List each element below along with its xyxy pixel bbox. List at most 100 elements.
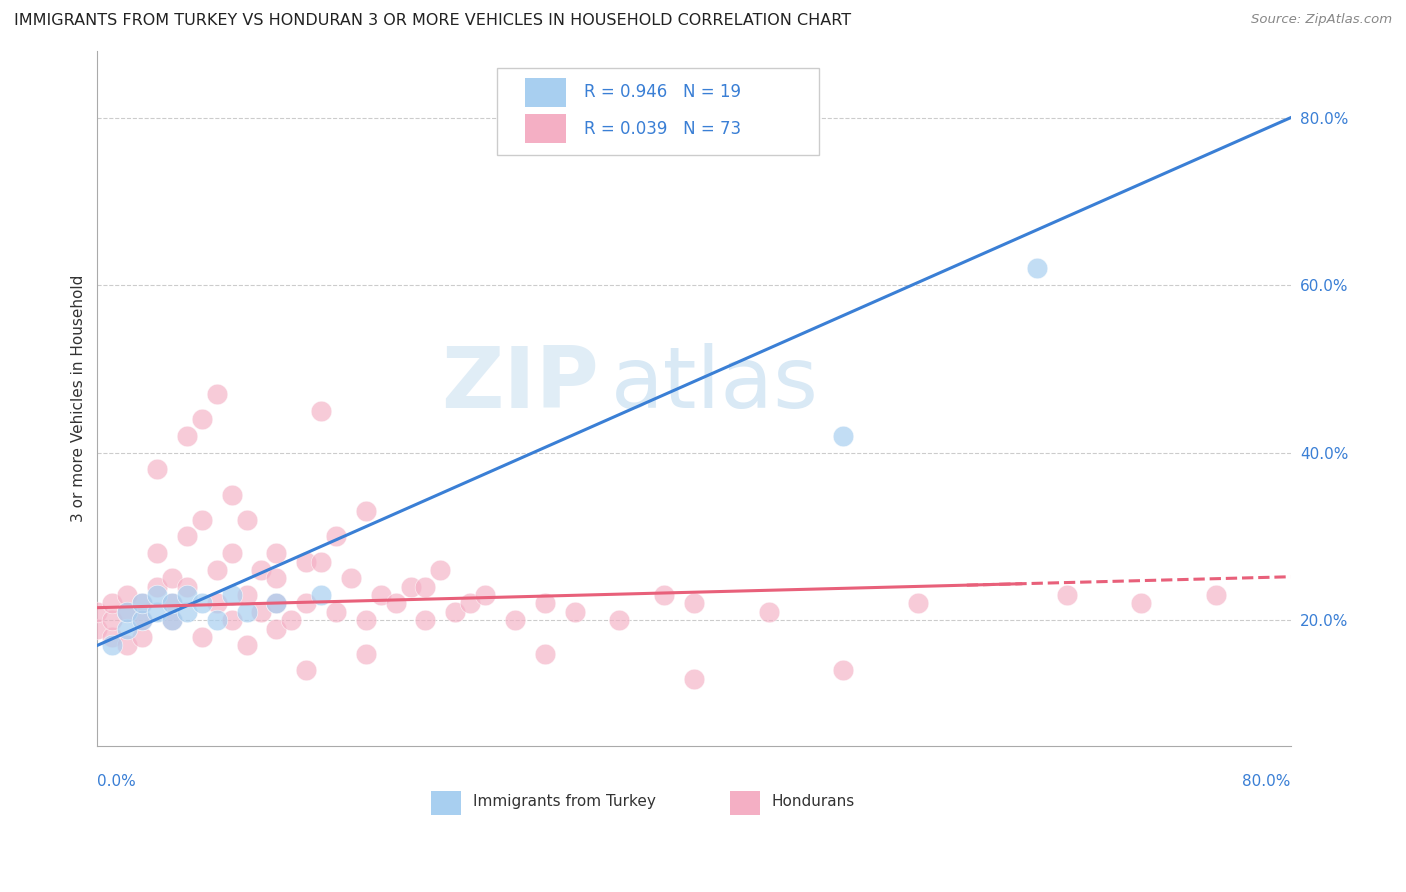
Point [503,613,526,627]
Point [146,580,169,594]
Point [683,597,706,611]
Point [115,605,138,619]
Point [160,613,183,627]
Point [146,546,169,560]
Point [205,613,228,627]
Point [160,597,183,611]
Text: ZIP: ZIP [440,343,599,425]
Point [907,597,929,611]
Bar [524,78,567,107]
Point [533,597,555,611]
Point [1205,588,1227,602]
Point [354,504,377,518]
Point [176,605,198,619]
Text: Source: ZipAtlas.com: Source: ZipAtlas.com [1251,13,1392,27]
Point [399,580,422,594]
Point [190,597,212,611]
Point [325,605,347,619]
Point [160,571,183,585]
Point [266,546,288,560]
Point [266,597,288,611]
Point [131,597,153,611]
Point [101,639,124,653]
Point [176,429,198,443]
Point [415,613,437,627]
Point [429,563,451,577]
Point [101,597,124,611]
Point [309,588,332,602]
Point [86,605,108,619]
Point [146,605,169,619]
Bar [524,114,567,143]
Text: IMMIGRANTS FROM TURKEY VS HONDURAN 3 OR MORE VEHICLES IN HOUSEHOLD CORRELATION C: IMMIGRANTS FROM TURKEY VS HONDURAN 3 OR … [14,13,851,29]
Point [131,630,153,644]
FancyBboxPatch shape [498,68,820,155]
Point [190,412,212,426]
Point [295,664,318,678]
Point [384,597,406,611]
Point [309,555,332,569]
Point [190,630,212,644]
Point [1026,261,1049,276]
Point [86,622,108,636]
Point [266,597,288,611]
Point [1056,588,1078,602]
Point [221,546,243,560]
Point [652,588,675,602]
Point [160,597,183,611]
Point [370,588,392,602]
Point [683,672,706,686]
Point [131,597,153,611]
Point [235,588,257,602]
Point [131,613,153,627]
Point [295,555,318,569]
Bar [730,791,759,815]
Point [115,622,138,636]
Bar [432,791,461,815]
Point [266,622,288,636]
Point [609,613,631,627]
Point [1130,597,1153,611]
Text: atlas: atlas [610,343,818,425]
Point [221,613,243,627]
Point [235,605,257,619]
Point [115,588,138,602]
Point [235,513,257,527]
Text: R = 0.946   N = 19: R = 0.946 N = 19 [585,83,741,102]
Point [832,429,855,443]
Point [458,597,481,611]
Point [205,387,228,401]
Point [309,404,332,418]
Text: Hondurans: Hondurans [772,794,855,809]
Text: 80.0%: 80.0% [1243,773,1291,789]
Point [325,529,347,543]
Point [131,613,153,627]
Point [474,588,496,602]
Point [340,571,363,585]
Point [295,597,318,611]
Text: 0.0%: 0.0% [97,773,136,789]
Y-axis label: 3 or more Vehicles in Household: 3 or more Vehicles in Household [72,275,86,522]
Point [176,588,198,602]
Point [354,647,377,661]
Point [205,563,228,577]
Point [101,613,124,627]
Point [266,571,288,585]
Point [115,605,138,619]
Point [235,639,257,653]
Point [564,605,586,619]
Point [221,588,243,602]
Point [280,613,302,627]
Point [444,605,467,619]
Point [101,630,124,644]
Point [832,664,855,678]
Text: R = 0.039   N = 73: R = 0.039 N = 73 [585,120,741,137]
Point [146,462,169,476]
Point [205,597,228,611]
Point [176,580,198,594]
Point [176,529,198,543]
Point [758,605,780,619]
Point [533,647,555,661]
Point [415,580,437,594]
Point [354,613,377,627]
